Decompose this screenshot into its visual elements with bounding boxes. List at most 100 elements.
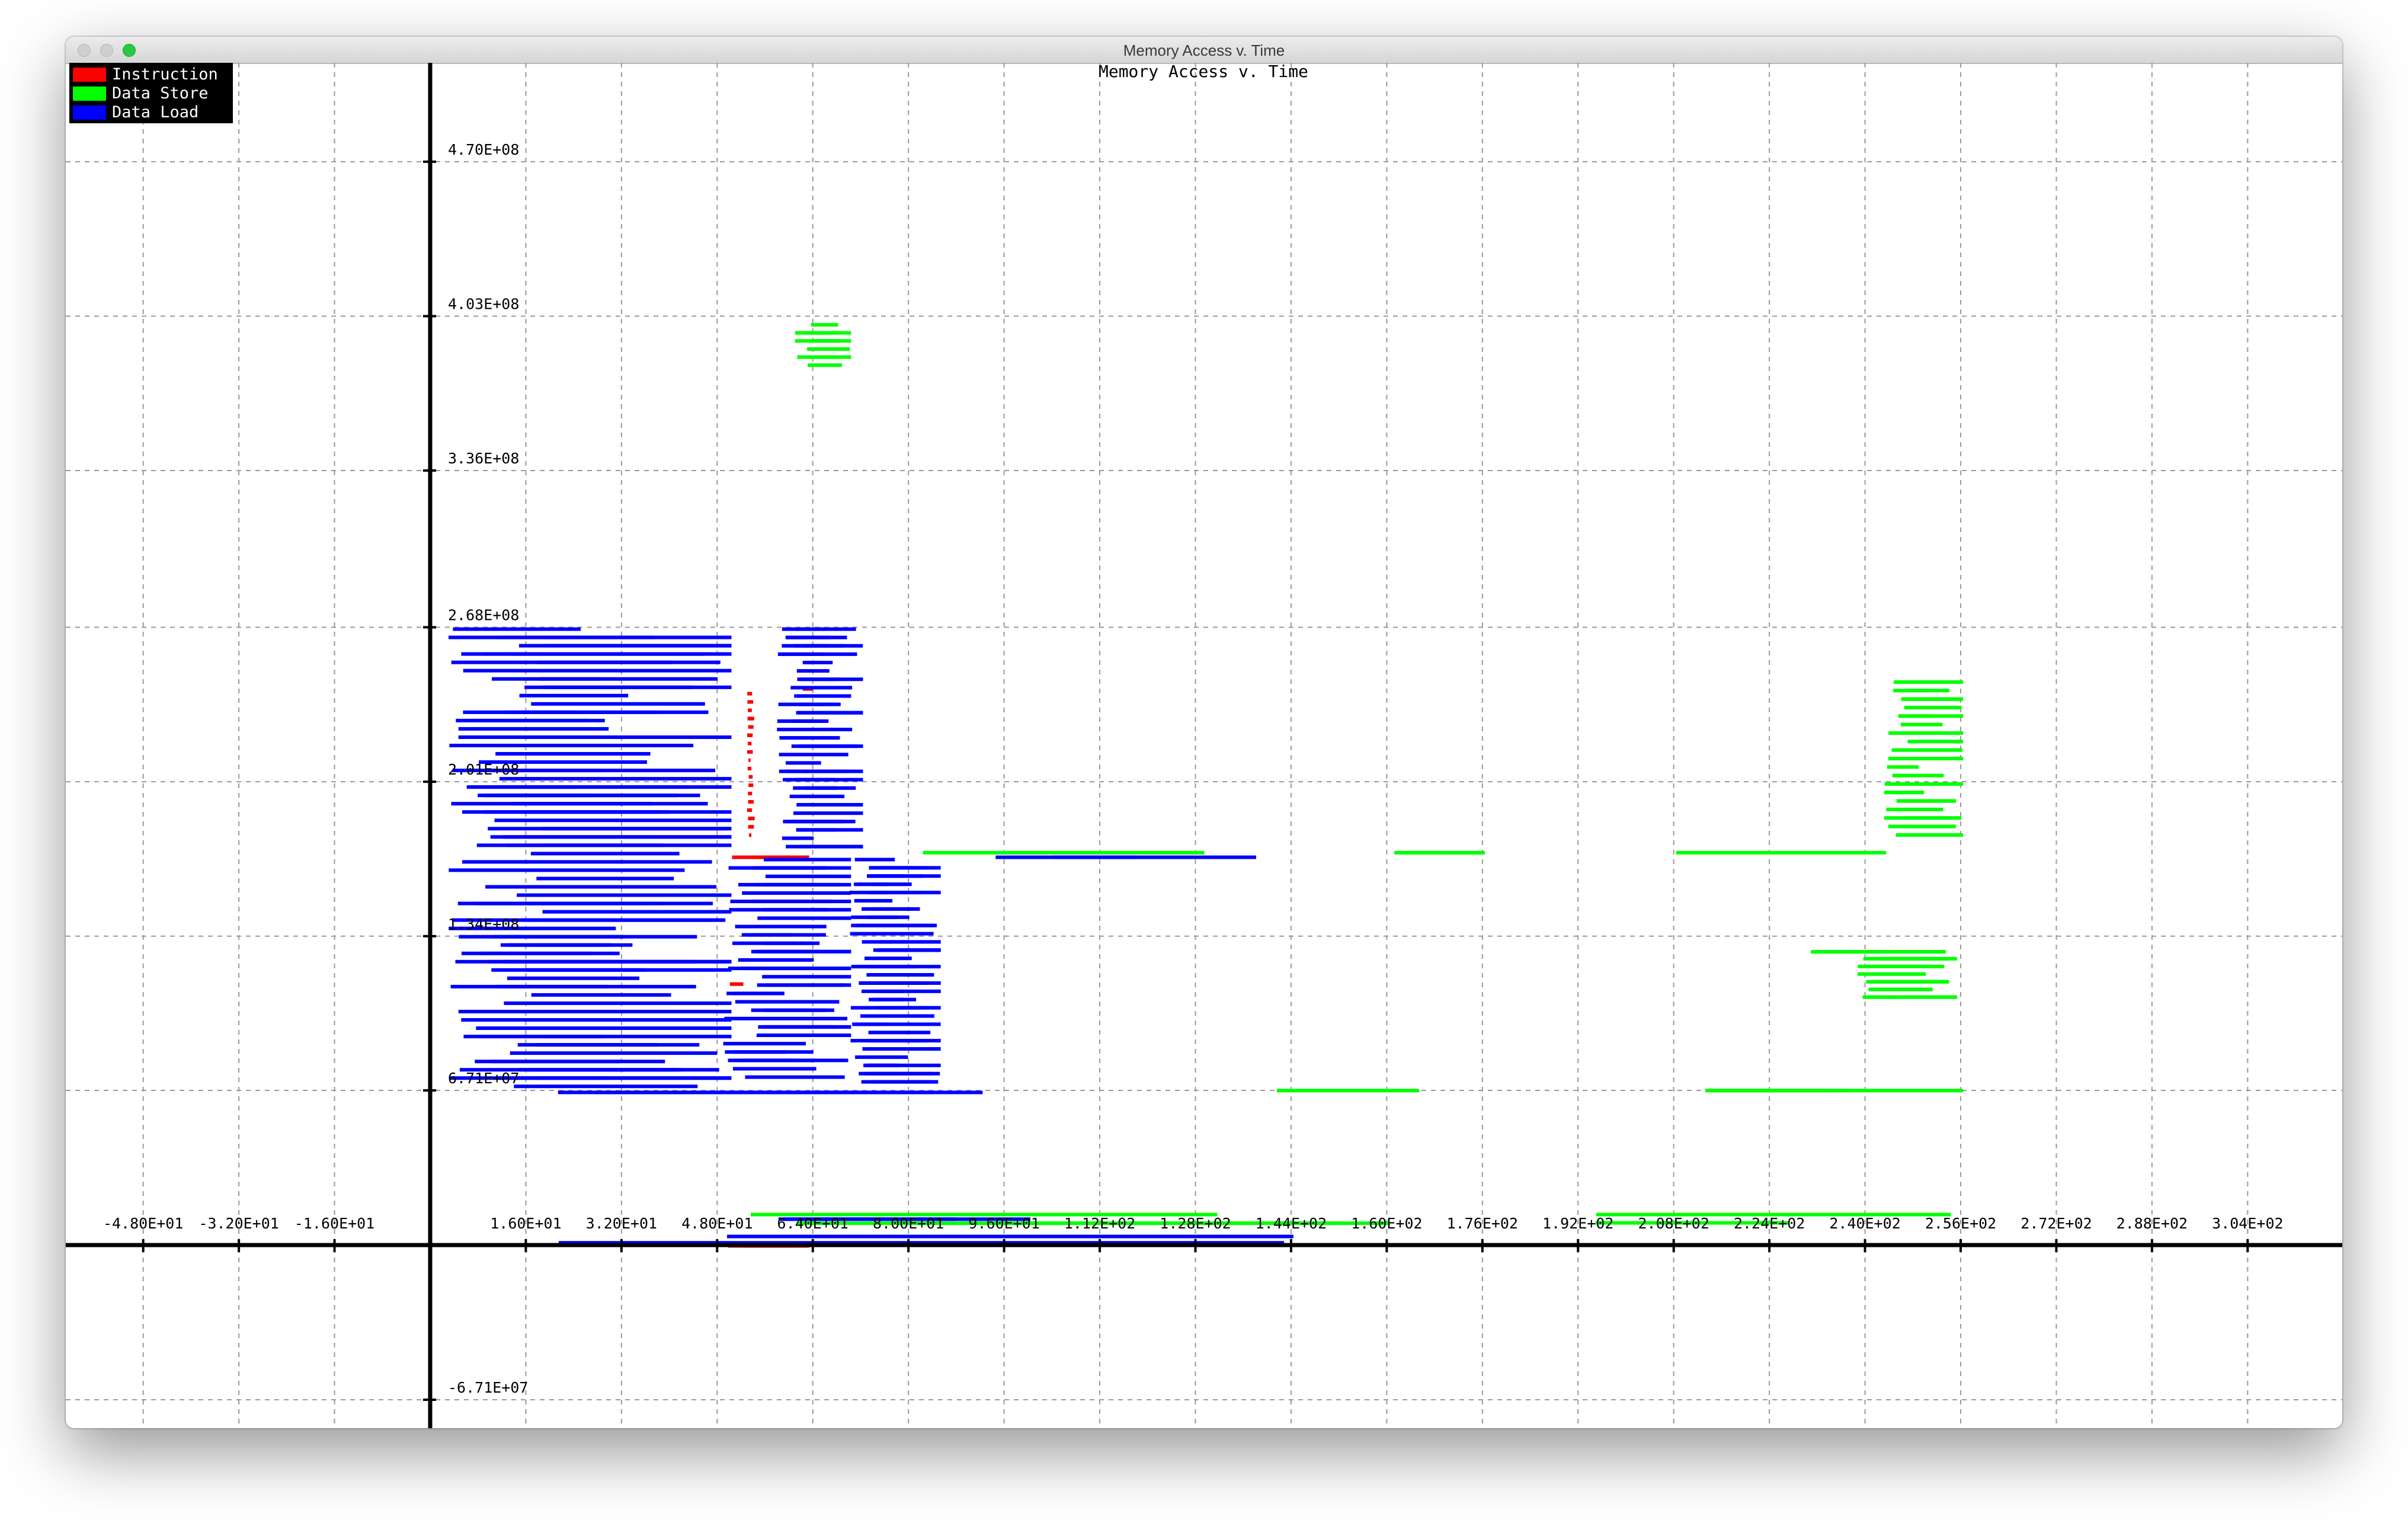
x-tick-label: 2.08E+02 [1638,1215,1709,1232]
data-point [761,1025,851,1029]
data-point [801,702,841,706]
data-point [762,975,851,979]
data-point [748,775,753,779]
data-point [1907,689,1950,693]
axis-ticks: -4.80E+01 -3.20E+01 -1.60E+01 1.60E+01 3.20E… [103,141,2284,1401]
data-point [862,1047,933,1051]
data-point [811,339,841,343]
data-point [855,1055,908,1059]
data-point [866,1063,941,1067]
y-tick-label: 4.03E+08 [448,295,519,312]
data-point [449,868,685,872]
x-tick-label: -1.60E+01 [294,1215,374,1232]
data-point [796,803,863,807]
data-point [514,1084,698,1089]
data-point [752,866,825,870]
x-tick-label: 3.20E+01 [586,1215,657,1232]
data-point [536,876,674,881]
data-point [1874,987,1930,991]
data-point [506,710,709,714]
data-point [757,949,851,954]
data-point [1875,980,1949,984]
data-point [854,882,888,887]
data-point [524,685,693,689]
title-bar[interactable]: Memory Access v. Time [66,37,2342,64]
x-tick-label: 2.40E+02 [1829,1215,1900,1232]
data-point [499,777,732,781]
data-point [748,700,754,704]
data-point [1406,850,1485,855]
data-point [866,973,934,977]
data-point [766,858,851,862]
x-tick-label: 1.28E+02 [1160,1215,1231,1232]
data-point [529,1068,719,1072]
data-point [504,1001,732,1005]
data-point [461,951,620,955]
data-point [860,1014,919,1018]
data-point [1862,995,1901,999]
data-point [542,910,732,914]
data-point [872,997,917,1002]
data-point [795,339,823,343]
data-point [747,692,751,696]
window-title: Memory Access v. Time [1123,41,1285,59]
data-point [473,718,589,722]
close-button[interactable] [78,44,91,57]
data-point [1705,1089,1824,1093]
data-point [463,668,732,673]
data-point [467,744,694,747]
app-window: Memory Access v. Time -4.80E+01 -3.20E+01… [66,37,2342,1428]
y-tick-label: 6.71E+07 [448,1070,519,1087]
data-point [794,627,856,631]
zoom-button[interactable] [123,44,136,57]
data-point [449,635,566,639]
data-point [869,1071,933,1076]
x-tick-label: 4.80E+01 [681,1215,752,1232]
data-point [738,958,814,962]
data-point [1878,956,1957,961]
data-point [796,711,863,715]
data-point [923,850,1205,855]
data-point [473,901,653,906]
minimize-button[interactable] [100,44,113,57]
data-point [517,1043,658,1047]
x-tick-label: 2.56E+02 [1925,1215,1996,1232]
data-point [732,982,744,986]
data-point [450,984,608,988]
data-point [777,719,812,723]
data-point [558,1241,1285,1245]
data-point [531,702,705,706]
data-point [807,347,844,351]
x-tick-label: 1.12E+02 [1064,1215,1135,1232]
data-point [517,735,732,739]
x-tick-label: 2.88E+02 [2116,1215,2188,1232]
data-point [748,825,753,829]
legend-label: Data Load [112,103,198,121]
data-point [791,744,858,748]
data-point [748,808,752,812]
data-point [878,1006,915,1010]
data-point [745,1075,845,1079]
data-point [735,1000,840,1004]
data-point [479,760,647,764]
data-point [545,635,732,639]
data-point [449,926,616,930]
data-point [1907,714,1964,718]
data-point [802,661,833,664]
data-point [751,1212,1218,1217]
data-point [783,728,853,731]
data-point [1867,995,1957,999]
data-point [763,891,851,895]
data-point [476,843,661,847]
data-point [864,956,912,961]
data-point [1900,782,1964,786]
x-tick-label: 1.76E+02 [1447,1215,1518,1232]
data-point [785,635,847,639]
series-data-load [449,627,1293,1245]
data-point [733,1050,787,1054]
data-point [451,802,652,806]
legend-swatch [73,87,106,101]
data-point [494,818,732,823]
data-point [486,885,717,889]
data-point [496,794,677,798]
